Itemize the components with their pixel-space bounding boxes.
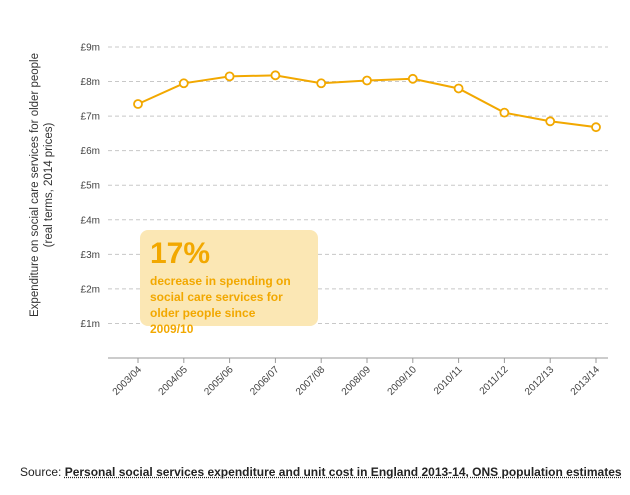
x-tick-label: 2009/10 [386,364,420,398]
y-tick-label: £9m [81,43,100,54]
highlight-callout: 17% decrease in spending on social care … [140,230,318,336]
x-tick-label: 2012/13 [523,364,557,398]
y-tick-label: £1m [81,319,100,330]
data-point [133,99,143,109]
y-tick-label: £7m [81,112,100,123]
data-point [545,116,556,127]
callout-percentage: 17% [150,237,211,270]
x-tick-label: 2006/07 [248,364,282,398]
data-point [224,71,235,82]
y-axis-label: Expenditure on social care services for … [29,53,41,317]
x-tick-label: 2004/05 [157,364,191,398]
data-point [591,122,601,133]
x-tick-label: 2007/08 [294,364,328,398]
x-tick-label: 2003/04 [111,364,145,398]
data-point [178,78,189,89]
x-tick-label: 2005/06 [202,364,236,398]
y-tick-label: £5m [81,181,100,192]
data-point [316,78,327,89]
source-note: Source: Personal social services expendi… [20,465,622,479]
data-point [453,83,464,94]
x-axis-ticks: 2003/04 2004/05 2005/06 2006/07 2007/08 2008/… [111,364,603,398]
y-tick-label: £3m [81,250,100,261]
y-tick-label: £2m [81,284,100,295]
line-chart: £1m £2m £3m £4m £5m £6m £7m £8m £9m 2003/04 2004/… [29,43,608,398]
data-point [362,75,372,86]
x-tick-label: 2011/12 [478,364,511,397]
y-tick-label: £6m [81,146,100,157]
y-tick-label: £4m [81,215,100,226]
x-tick-label: 2010/11 [432,364,465,397]
source-link[interactable]: Personal social services expenditure and… [64,465,622,479]
source-prefix: Source: [20,465,65,479]
x-tick-label: 2008/09 [340,364,374,398]
y-axis-label-subtitle: (real terms, 2014 prices) [43,123,55,248]
data-point [270,70,281,81]
data-point [499,107,510,118]
callout-description: decrease in spending on social care serv… [150,274,291,336]
y-tick-label: £8m [81,77,100,88]
series-points [133,70,601,133]
x-axis-tick-marks [137,358,597,363]
x-tick-label: 2013/14 [569,364,603,398]
data-point [407,73,418,84]
y-axis-ticks: £1m £2m £3m £4m £5m £6m £7m £8m £9m [81,43,100,330]
